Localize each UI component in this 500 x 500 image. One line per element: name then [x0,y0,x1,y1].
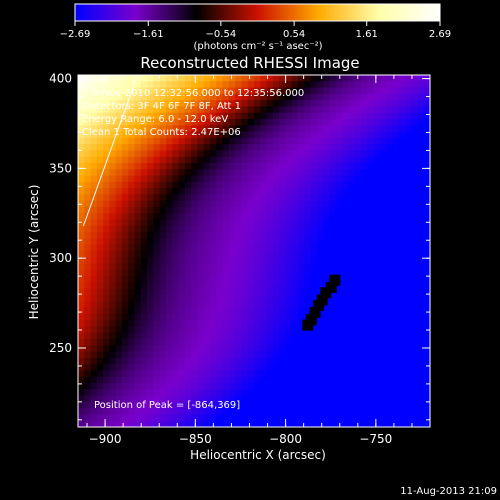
x-tick-label: −800 [269,432,302,446]
heatmap-dark-cell [309,307,321,319]
annotation-block: 3-Nov-2010 12:32:56.000 to 12:35:56.000 … [82,88,304,138]
y-tick-label: 300 [49,251,72,265]
plot-image [78,75,430,427]
colorbar-unit-label: (photons cm⁻² s⁻¹ asec⁻²) [193,41,322,52]
annotation-counts: Clean 1 Total Counts: 2.47E+06 [82,127,241,138]
limb-line [82,75,139,227]
plot-frame [77,74,431,428]
colorbar: −2.69 −1.61 −0.54 0.54 1.61 2.69 (photons cm⁻… [60,3,451,52]
annotation-detectors: Detectors: 3F 4F 6F 7F 8F, Att 1 [82,101,241,112]
heatmap-cells [78,75,430,427]
heatmap-dark-cell [302,319,314,331]
heatmap-dark-cell [329,274,341,286]
colorbar-tick-label: −1.61 [133,29,164,40]
x-tick-label: −750 [359,432,392,446]
peak-position-label: Position of Peak = [-864,369] [94,400,240,411]
colorbar-tick-label: 2.69 [429,29,451,40]
y-tick-label: 250 [49,341,72,355]
heatmap-dark-cell [320,287,332,299]
x-axis-label: Heliocentric X (arcsec) [190,448,326,462]
footer-timestamp: 11-Aug-2013 21:09 [400,486,497,497]
colorbar-tick-label: 1.61 [356,29,378,40]
colorbar-tick-label: −0.54 [206,29,237,40]
colorbar-tick-label: 0.54 [283,29,305,40]
y-tick-label: 350 [49,161,72,175]
colorbar-tick-label: −2.69 [60,29,91,40]
annotation-energy: Energy Range: 6.0 - 12.0 keV [82,114,228,125]
colorbar-scale [74,3,441,22]
chart-title: Reconstructed RHESSI Image [140,54,359,72]
x-axis-ticks: −900 −850 −800 −750 [86,75,431,446]
x-tick-label: −900 [89,432,122,446]
x-tick-label: −850 [179,432,212,446]
colorbar-ticks: −2.69 −1.61 −0.54 0.54 1.61 2.69 [60,21,451,40]
annotation-time-range: 3-Nov-2010 12:32:56.000 to 12:35:56.000 [92,88,304,99]
y-axis-ticks: 250 300 350 400 [49,72,430,421]
heatmap-dark-cell [313,299,325,311]
y-tick-label: 400 [49,72,72,86]
y-axis-label: Heliocentric Y (arcsec) [27,185,41,320]
